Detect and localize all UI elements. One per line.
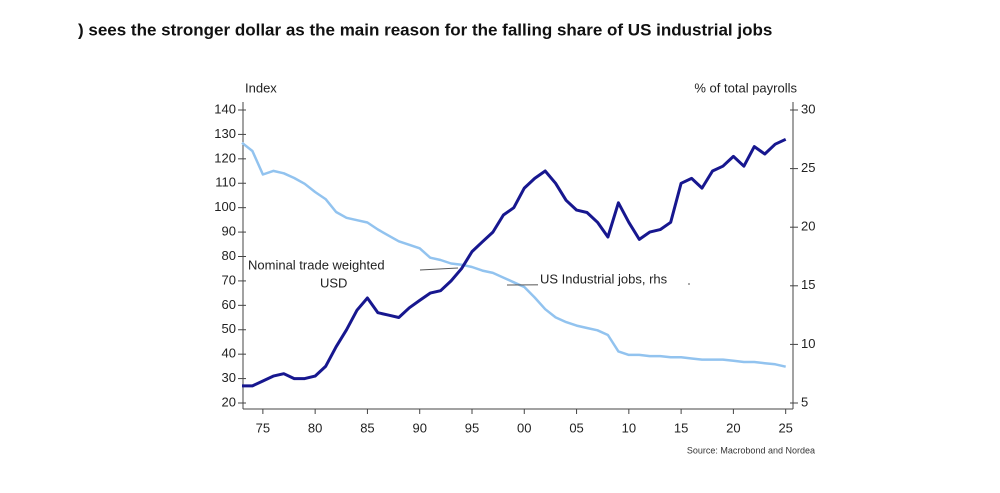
- x-tick-label: 15: [674, 420, 688, 435]
- y2-tick-label: 5: [801, 394, 808, 409]
- annotation-bg: [538, 271, 688, 287]
- annotation-leader: [419, 267, 459, 271]
- annotation: USD: [320, 275, 347, 290]
- y-tick-label: 70: [222, 272, 236, 287]
- y2-tick-label: 20: [801, 219, 815, 234]
- y-tick-label: 90: [222, 224, 236, 239]
- series-line: [242, 137, 787, 388]
- annotation: Nominal trade weighted: [248, 257, 385, 272]
- x-tick-label: 75: [256, 420, 270, 435]
- annotation-bg: [246, 256, 424, 274]
- x-tick-label: 00: [517, 420, 531, 435]
- y-tick-label: 50: [222, 321, 236, 336]
- x-tick-label: 20: [726, 420, 740, 435]
- y-tick-label: 120: [214, 150, 236, 165]
- x-tick-label: 05: [569, 420, 583, 435]
- annotation: US Industrial jobs, rhs: [540, 271, 668, 286]
- x-tick-label: 80: [308, 420, 322, 435]
- y2-axis-label: % of total payrolls: [694, 80, 797, 95]
- y-axis-label: Index: [245, 80, 277, 95]
- y-tick-label: 110: [215, 175, 236, 190]
- y-tick-label: 100: [214, 199, 236, 214]
- y-tick-label: 40: [222, 346, 236, 361]
- y-tick-label: 140: [214, 101, 236, 116]
- y-tick-label: 80: [222, 248, 236, 263]
- y2-tick-label: 30: [801, 101, 815, 116]
- source: Source: Macrobond and Nordea: [687, 445, 815, 455]
- y-tick-label: 30: [222, 370, 236, 385]
- x-tick-label: 95: [465, 420, 479, 435]
- chart-title: ) sees the stronger dollar as the main r…: [78, 20, 772, 39]
- y-tick-label: 60: [222, 297, 236, 312]
- y-tick-label: 20: [222, 394, 236, 409]
- x-tick-label: 90: [412, 420, 426, 435]
- y-tick-label: 130: [214, 126, 236, 141]
- x-tick-label: 25: [778, 420, 792, 435]
- y2-tick-label: 10: [801, 336, 815, 351]
- y2-tick-label: 15: [801, 277, 815, 292]
- x-tick-label: 85: [360, 420, 374, 435]
- y2-tick-label: 25: [801, 160, 815, 175]
- x-tick-label: 10: [622, 420, 636, 435]
- series-line: [241, 141, 786, 368]
